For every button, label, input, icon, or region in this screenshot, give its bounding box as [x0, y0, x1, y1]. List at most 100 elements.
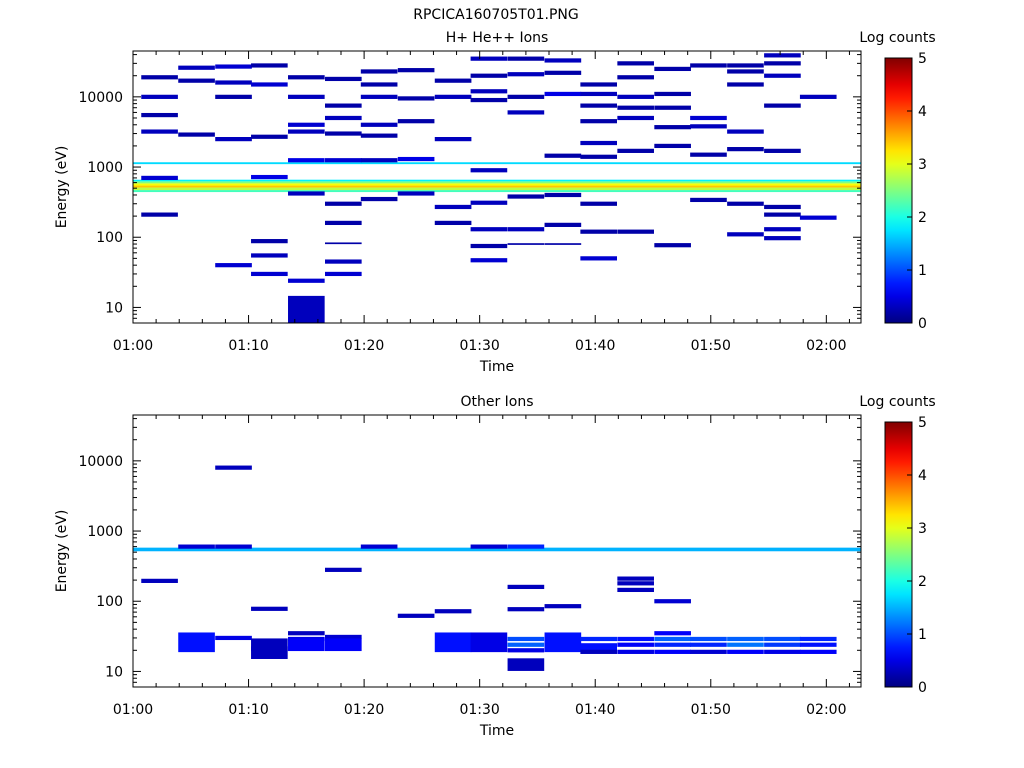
heatmap-cell [544, 70, 582, 75]
heatmap-cells [133, 53, 861, 323]
heatmap-cell [507, 94, 545, 99]
heatmap-cell [470, 227, 508, 232]
heatmap-cell [251, 134, 288, 139]
heatmap-cell [580, 201, 618, 206]
heatmap-cell [251, 606, 288, 611]
heatmap-cell [764, 61, 801, 66]
heatmap-cell [215, 544, 252, 549]
heatmap-band [133, 185, 861, 188]
heatmap-cell [324, 242, 362, 245]
heatmap-cell [580, 636, 618, 642]
y-tick-label: 10000 [78, 454, 123, 470]
heatmap-cell [654, 125, 691, 130]
heatmap-band [133, 181, 861, 184]
heatmap-cell [764, 227, 801, 232]
heatmap-cell [288, 631, 325, 636]
heatmap-cell [324, 638, 362, 652]
heatmap-band [133, 179, 861, 182]
heatmap-cell [727, 147, 764, 152]
colorbar-tick-label: 0 [918, 316, 927, 332]
heatmap-cell [764, 103, 801, 108]
heatmap-cell [251, 646, 288, 659]
heatmap-cell [507, 110, 545, 115]
colorbar-tick-label: 1 [918, 627, 927, 643]
colorbar-tick-label: 4 [918, 104, 927, 120]
heatmap-cell [215, 635, 252, 641]
heatmap-cell [544, 632, 582, 653]
heatmap-cell [470, 56, 508, 61]
heatmap-cell [470, 243, 508, 249]
heatmap-cell [654, 66, 691, 72]
y-axis-label: Energy (eV) [54, 510, 70, 593]
heatmap-band [133, 183, 861, 186]
colorbar-tick-label: 1 [918, 263, 927, 279]
heatmap-cell [288, 94, 325, 99]
heatmap-cell [544, 243, 582, 245]
heatmap-cell [544, 222, 582, 227]
heatmap-cell [288, 638, 325, 652]
heatmap-cell [470, 632, 508, 653]
heatmap-cell [580, 82, 618, 87]
heatmap-cell [141, 175, 178, 181]
x-axis-label: Time [479, 723, 514, 739]
heatmap-cell [251, 174, 288, 180]
heatmap-cell [324, 271, 362, 277]
heatmap-cell [654, 636, 691, 642]
heatmap-cell [141, 94, 178, 99]
heatmap-cell [324, 115, 362, 121]
heatmap-cell [324, 76, 362, 82]
heatmap-cell [470, 544, 508, 549]
heatmap-cell [690, 63, 727, 68]
heatmap-cell [324, 158, 362, 163]
heatmap-cell [799, 649, 837, 654]
heatmap-cell [360, 82, 398, 87]
heatmap-cell [764, 642, 801, 647]
heatmap-cell [654, 91, 691, 97]
heatmap-cell [764, 212, 801, 217]
y-tick-label: 1000 [87, 160, 123, 176]
heatmap-cell [727, 82, 764, 87]
heatmap-cell [654, 243, 691, 248]
heatmap-cell [544, 153, 582, 158]
x-tick-label: 01:40 [575, 702, 615, 718]
heatmap-cell [727, 129, 764, 134]
heatmap-cell [434, 204, 472, 210]
colorbar-tick-label: 3 [918, 157, 927, 173]
heatmap-cell [324, 567, 362, 572]
heatmap-cell [470, 258, 508, 263]
heatmap-cell [360, 544, 398, 549]
heatmap-cell [251, 239, 288, 244]
x-tick-label: 01:00 [113, 702, 153, 718]
heatmap-cell [617, 576, 654, 581]
heatmap-cell [507, 658, 545, 671]
heatmap-cell [434, 137, 472, 142]
heatmap-cell [617, 75, 654, 80]
panel-title: Other Ions [460, 394, 533, 410]
heatmap-cell [507, 648, 545, 653]
y-axis-label: Energy (eV) [54, 146, 70, 229]
heatmap-cell [215, 94, 252, 99]
x-tick-label: 01:50 [691, 702, 731, 718]
heatmap-cell [215, 465, 252, 470]
colorbar-tick-label: 0 [918, 680, 927, 696]
colorbar-label: Log counts [859, 30, 935, 46]
heatmap-cell [654, 642, 691, 647]
x-tick-label: 01:10 [228, 702, 268, 718]
y-tick-label: 100 [96, 230, 123, 246]
heatmap-cell [288, 191, 325, 196]
heatmap-cell [288, 75, 325, 80]
heatmap-cell [324, 103, 362, 108]
colorbar-label: Log counts [859, 394, 935, 410]
heatmap-cell [251, 63, 288, 68]
heatmap-cell [288, 295, 325, 323]
heatmap-cell [434, 609, 472, 614]
heatmap-cell [690, 124, 727, 129]
heatmap-cell [360, 69, 398, 74]
heatmap-cell [617, 148, 654, 153]
heatmap-cell [617, 94, 654, 99]
heatmap-band [133, 190, 861, 193]
heatmap-cell [580, 229, 618, 234]
heatmap-cell [690, 642, 727, 647]
heatmap-cell [727, 232, 764, 237]
heatmap-band [133, 547, 861, 552]
